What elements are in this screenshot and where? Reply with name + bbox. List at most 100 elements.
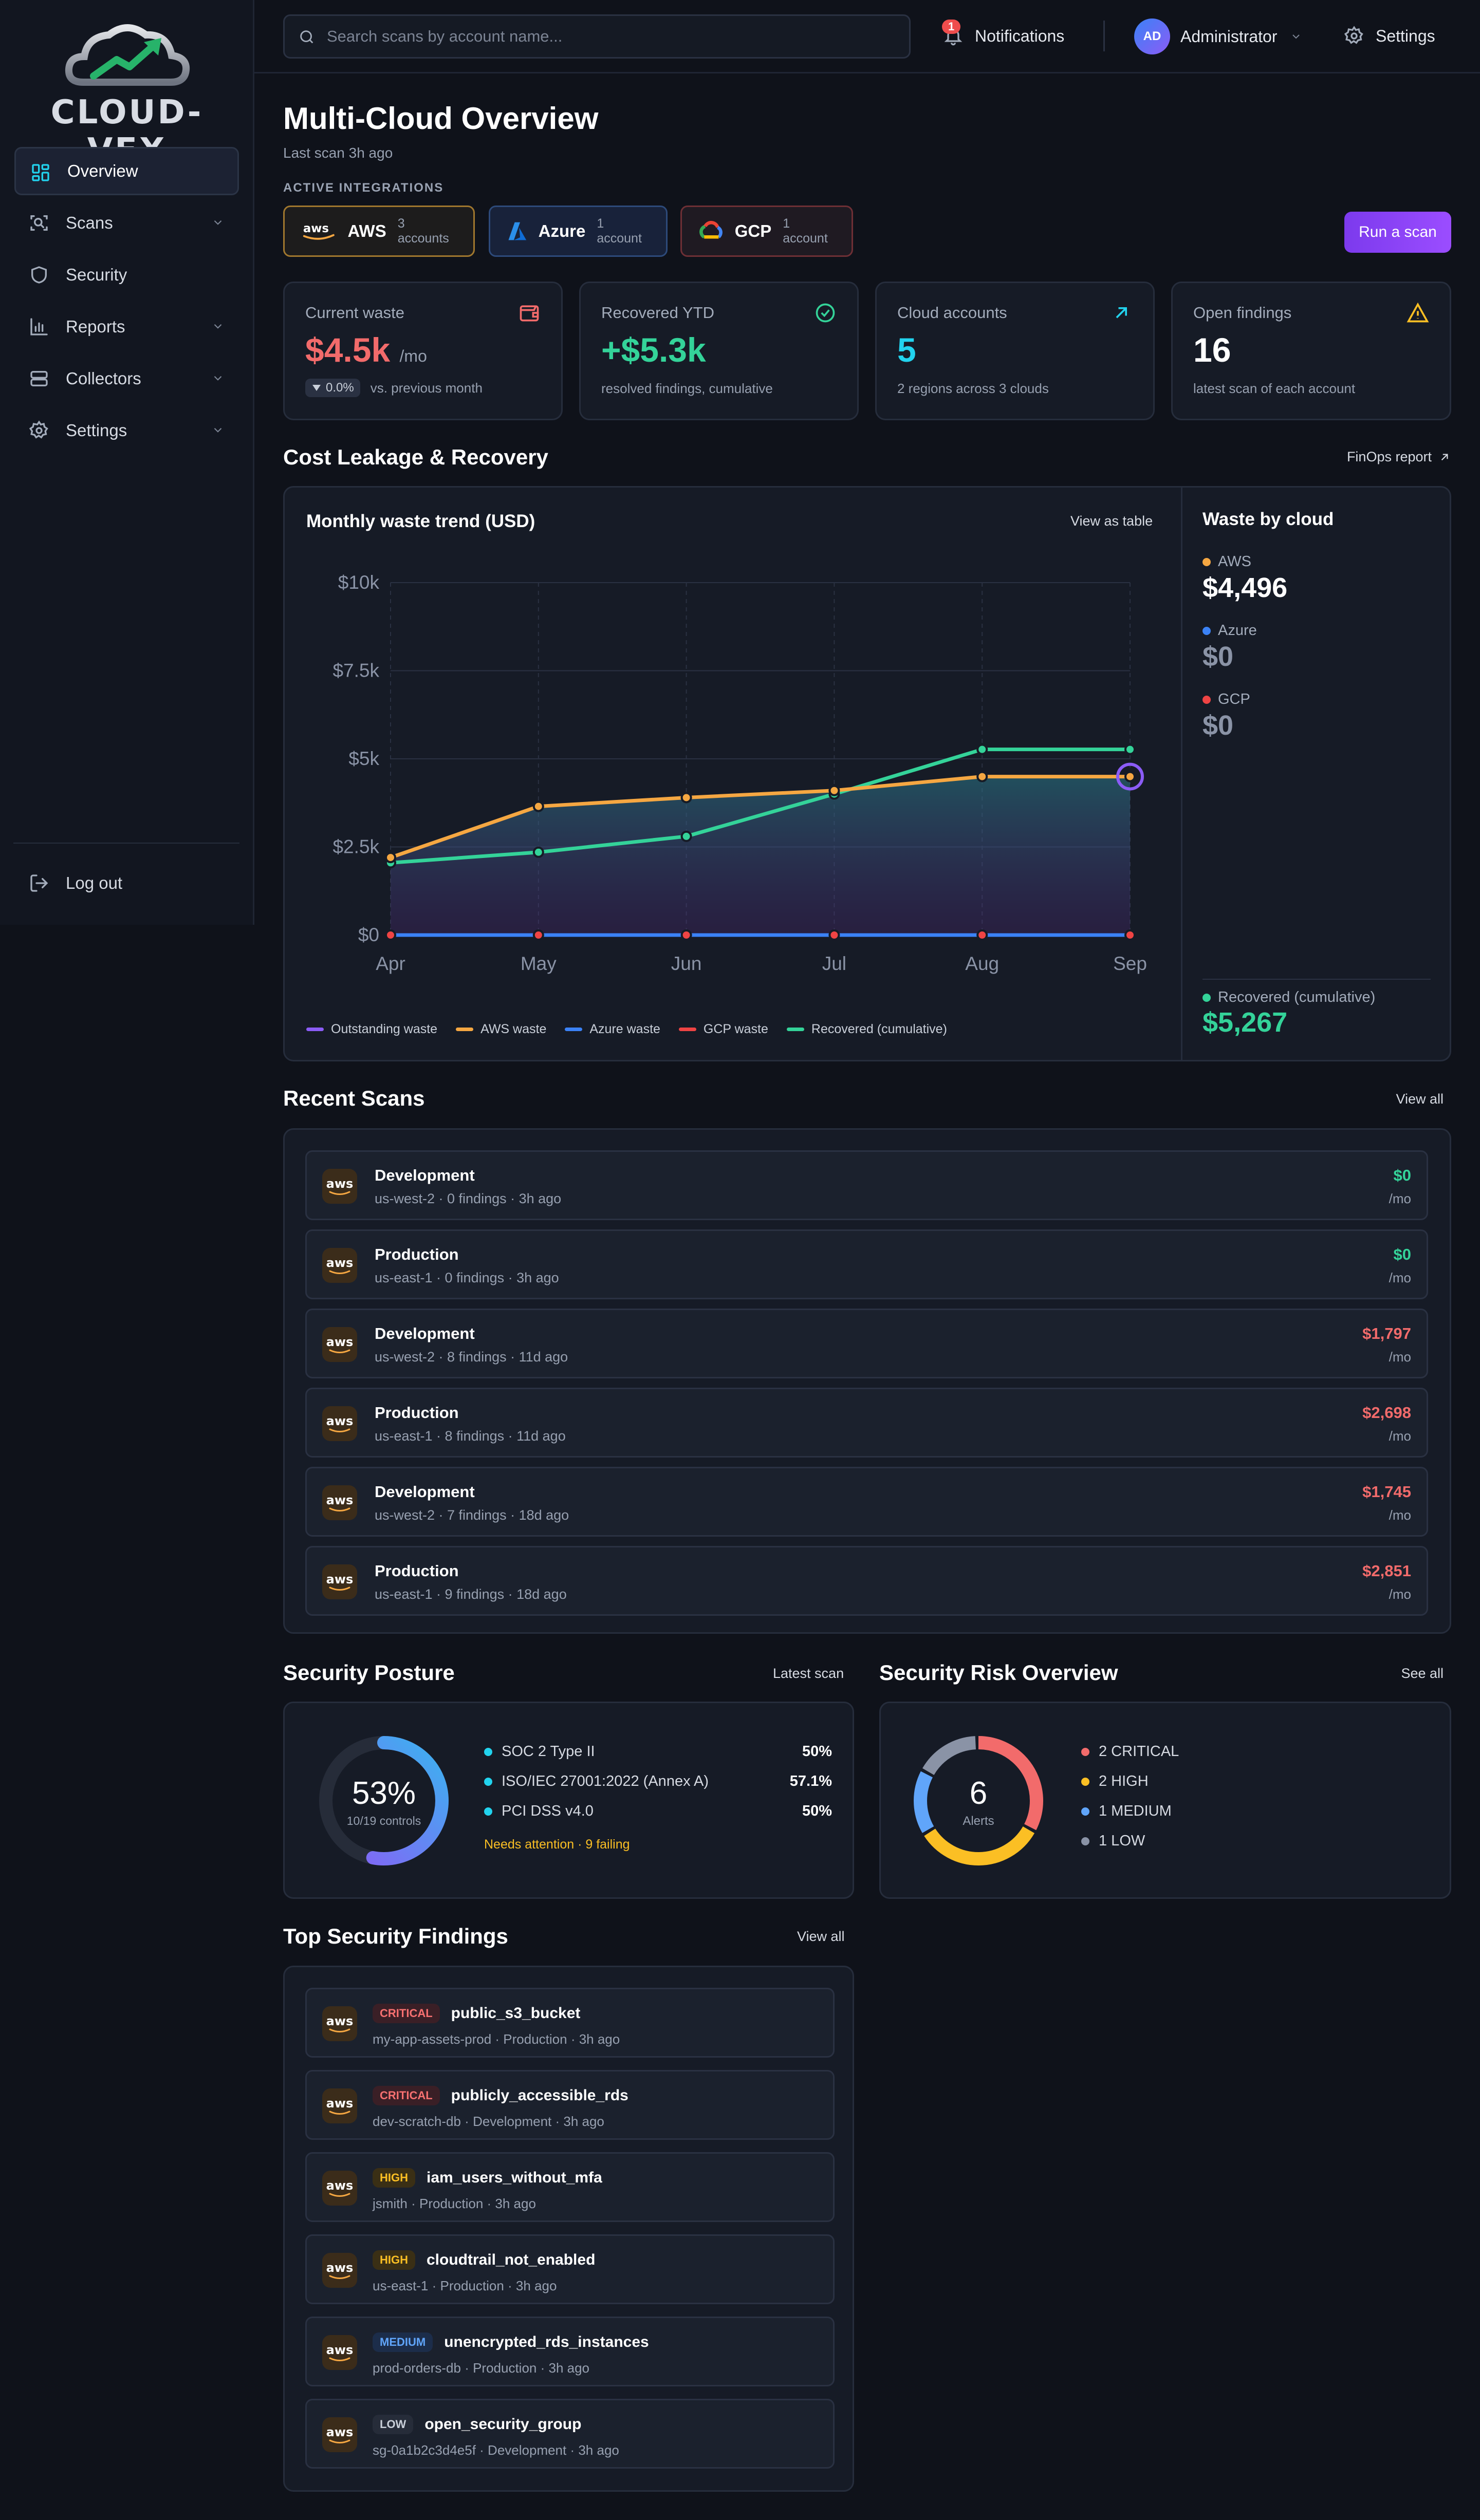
series-point	[385, 852, 396, 864]
integration-azure[interactable]: Azure 1 account	[489, 206, 668, 257]
scan-row[interactable]: aws Production us-east-1 · 0 findings · 3h…	[305, 1229, 1428, 1299]
sidebar-divider	[13, 843, 239, 844]
search-icon	[300, 30, 313, 44]
scan-account-name: Production	[375, 1404, 459, 1422]
scan-row[interactable]: aws Development us-west-2 · 0 findings · 3…	[305, 1150, 1428, 1220]
scan-account-name: Development	[375, 1483, 475, 1501]
finding-header: MEDIUM unencrypted_rds_instances	[373, 2332, 649, 2352]
sidebar-item-scans[interactable]: Scans	[14, 199, 239, 247]
aws-icon: aws	[322, 2335, 357, 2370]
findings-view-all[interactable]: View all	[797, 1929, 845, 1944]
risk-segment	[914, 1736, 1043, 1865]
series-point	[976, 743, 988, 755]
integration-gcp[interactable]: GCP 1 account	[680, 206, 853, 257]
settings-button[interactable]: Settings	[1344, 18, 1435, 54]
finding-header: LOW open_security_group	[373, 2415, 581, 2434]
risk-dot	[1081, 1807, 1089, 1816]
finding-row[interactable]: aws CRITICAL public_s3_bucket my-app-assets…	[305, 1988, 835, 2058]
sidebar-item-collectors[interactable]: Collectors	[14, 354, 239, 403]
legend-swatch	[678, 1028, 696, 1031]
chevron-down-icon	[214, 427, 222, 433]
brand-logo[interactable]: CLOUD-VEX	[27, 15, 227, 170]
search-box[interactable]	[283, 14, 911, 59]
scan-meta: us-west-2 · 7 findings · 18d ago	[375, 1507, 569, 1523]
kpi-recovered-ytd: Recovered YTD +$5.3k resolved findings, …	[579, 282, 859, 420]
logout-icon	[30, 874, 48, 892]
framework-dot	[484, 1747, 492, 1756]
framework-value: 50%	[802, 1803, 832, 1819]
risk-label: 2 HIGH	[1099, 1773, 1149, 1789]
aws-icon: aws	[322, 1169, 357, 1204]
scan-row[interactable]: aws Development us-west-2 · 8 findings · 1…	[305, 1309, 1428, 1378]
posture-latest-scan-link[interactable]: Latest scan	[773, 1666, 844, 1681]
user-menu[interactable]: AD Administrator	[1134, 18, 1302, 55]
series-point	[828, 785, 840, 796]
series-line-1	[390, 775, 1130, 860]
run-scan-button[interactable]: Run a scan	[1344, 212, 1451, 253]
series-point	[828, 929, 840, 941]
series-point	[532, 800, 544, 812]
sidebar-item-settings[interactable]: Settings	[14, 406, 239, 455]
y-tick-label: $2.5k	[332, 836, 379, 857]
risk-label: 1 LOW	[1099, 1833, 1145, 1849]
finding-header: CRITICAL public_s3_bucket	[373, 2004, 580, 2023]
arrow-up-right-icon[interactable]	[1110, 302, 1133, 324]
scan-amount-unit: /mo	[1389, 1586, 1411, 1602]
series-point	[680, 929, 692, 941]
sidebar-item-label: Settings	[66, 421, 127, 440]
finding-row[interactable]: aws MEDIUM unencrypted_rds_instances prod-o…	[305, 2317, 835, 2386]
series-point	[1124, 929, 1136, 941]
kpi-open-findings: Open findings 16 latest scan of each acc…	[1171, 282, 1451, 420]
finops-report-link[interactable]: FinOps report	[1347, 449, 1451, 465]
legend-item[interactable]: Azure waste	[565, 1022, 660, 1037]
cost-section-title: Cost Leakage & Recovery	[283, 445, 548, 469]
aws-icon: aws	[322, 2417, 357, 2452]
kpi-cloud-accounts[interactable]: Cloud accounts 5 2 regions across 3 clou…	[875, 282, 1155, 420]
notifications-label: Notifications	[975, 26, 1065, 45]
search-input[interactable]	[327, 27, 909, 46]
scan-amount: $1,797	[1362, 1324, 1411, 1342]
framework-dot	[484, 1807, 492, 1816]
finding-row[interactable]: aws HIGH iam_users_without_mfa jsmith · Pro…	[305, 2152, 835, 2222]
findings-title: Top Security Findings	[283, 1924, 508, 1948]
topbar-divider	[1103, 21, 1105, 51]
finding-row[interactable]: aws HIGH cloudtrail_not_enabled us-east-1 ·…	[305, 2234, 835, 2304]
posture-donut	[319, 1736, 449, 1865]
sidebar-item-label: Scans	[66, 213, 113, 232]
kpi-sub: vs. previous month	[370, 380, 483, 396]
risk-legend-item[interactable]: 1 MEDIUM	[1081, 1803, 1172, 1820]
recent-scans-view-all[interactable]: View all	[1396, 1091, 1444, 1107]
recovered-divider	[1202, 979, 1431, 980]
sidebar-item-reports[interactable]: Reports	[14, 303, 239, 351]
sidebar-item-overview[interactable]: Overview	[14, 147, 239, 195]
scan-row[interactable]: aws Production us-east-1 · 8 findings · 11…	[305, 1388, 1428, 1458]
integration-aws[interactable]: aws AWS 3 accounts	[283, 206, 475, 257]
risk-see-all-link[interactable]: See all	[1401, 1666, 1444, 1681]
legend-item[interactable]: Recovered (cumulative)	[786, 1022, 947, 1037]
risk-legend-item[interactable]: 2 HIGH	[1081, 1773, 1149, 1790]
cloud-name: Azure	[1218, 622, 1257, 639]
cloud-name: GCP	[1218, 691, 1250, 707]
scan-amount: $2,698	[1362, 1404, 1411, 1422]
recovered-label-text: Recovered (cumulative)	[1218, 989, 1376, 1005]
risk-legend-item[interactable]: 1 LOW	[1081, 1833, 1145, 1850]
legend-item[interactable]: GCP waste	[678, 1022, 768, 1037]
scan-meta: us-west-2 · 8 findings · 11d ago	[375, 1349, 568, 1365]
scan-row[interactable]: aws Production us-east-1 · 9 findings · 18…	[305, 1546, 1428, 1616]
legend-item[interactable]: AWS waste	[456, 1022, 546, 1037]
logout-button[interactable]: Log out	[14, 859, 239, 907]
legend-item[interactable]: Outstanding waste	[306, 1022, 437, 1037]
legend-swatch	[565, 1028, 583, 1031]
finding-row[interactable]: aws LOW open_security_group sg-0a1b2c3d4e5f…	[305, 2399, 835, 2469]
waste-trend-chart: $0 $2.5k $5k $7.5k $10k Apr May Jun Jul Aug Sep	[332, 572, 1146, 974]
view-as-table-button[interactable]: View as table	[1070, 513, 1153, 529]
finding-name: public_s3_bucket	[451, 2005, 581, 2022]
risk-legend-item[interactable]: 2 CRITICAL	[1081, 1743, 1179, 1760]
legend-swatch	[306, 1028, 324, 1031]
severity-badge: MEDIUM	[373, 2332, 433, 2352]
sidebar-item-security[interactable]: Security	[14, 251, 239, 299]
notifications-button[interactable]: 1 Notifications	[942, 18, 1065, 54]
scan-meta: us-east-1 · 0 findings · 3h ago	[375, 1270, 559, 1285]
scan-row[interactable]: aws Development us-west-2 · 7 findings · 1…	[305, 1467, 1428, 1537]
finding-row[interactable]: aws CRITICAL publicly_accessible_rds dev-sc…	[305, 2070, 835, 2140]
